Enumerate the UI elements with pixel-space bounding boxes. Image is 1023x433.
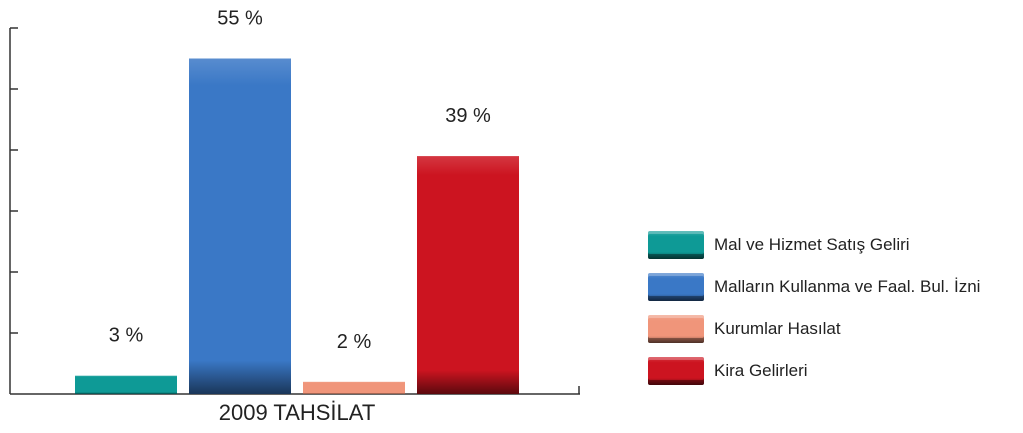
legend-item: Malların Kullanma ve Faal. Bul. İzni (648, 266, 1018, 308)
bar-1 (75, 375, 177, 394)
legend-swatch (648, 357, 704, 385)
legend-label: Kurumlar Hasılat (714, 319, 841, 338)
bar-2 (189, 58, 291, 394)
legend-swatch (648, 273, 704, 301)
legend-swatch (648, 231, 704, 259)
legend-item: Kira Gelirleri (648, 350, 1018, 392)
legend-item: Kurumlar Hasılat (648, 308, 1018, 350)
bar-value-label: 2 % (337, 331, 372, 353)
legend-item: Mal ve Hizmet Satış Geliri (648, 224, 1018, 266)
legend-label: Mal ve Hizmet Satış Geliri (714, 235, 910, 254)
bar-4 (417, 156, 519, 394)
bar-3 (303, 381, 405, 394)
legend-label: Malların Kullanma ve Faal. Bul. İzni (714, 277, 981, 296)
legend-label: Kira Gelirleri (714, 361, 808, 380)
legend-swatch (648, 315, 704, 343)
x-axis-label: 2009 TAHSİLAT (219, 400, 376, 425)
chart-legend: Mal ve Hizmet Satış Geliri Malların Kulla… (648, 224, 1018, 392)
bar-value-label: 3 % (109, 325, 144, 347)
bar-value-label: 55 % (217, 8, 263, 30)
bar-value-label: 39 % (445, 105, 491, 127)
